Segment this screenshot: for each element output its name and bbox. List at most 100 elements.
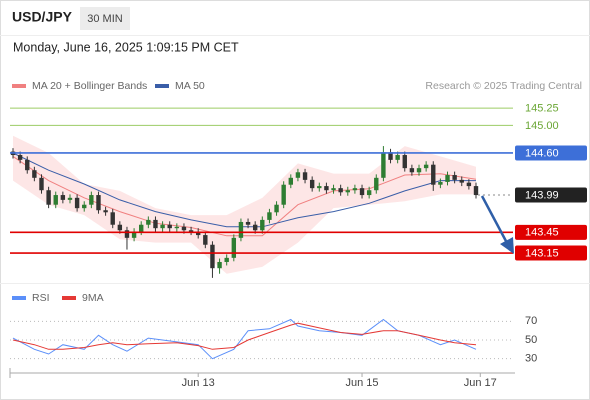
symbol: USD/JPY <box>12 9 73 25</box>
candle-body <box>39 177 44 191</box>
y-tick-label: 50 <box>525 334 537 346</box>
separator <box>0 35 590 36</box>
candle-body <box>231 237 237 258</box>
forecast-arrow <box>480 195 509 244</box>
level-label: 143.99 <box>525 189 559 201</box>
candle-body <box>402 155 407 169</box>
candle-body <box>67 197 73 200</box>
ma-line <box>12 152 476 228</box>
candle-body <box>416 168 422 173</box>
legend-swatch <box>155 84 169 88</box>
separator <box>0 283 590 284</box>
candle-body <box>252 224 258 231</box>
candle-body <box>181 226 187 231</box>
candle-body <box>217 261 222 269</box>
candle-body <box>160 224 165 229</box>
candle-body <box>466 182 472 187</box>
candle-body <box>331 188 336 191</box>
candle-body <box>224 257 229 262</box>
candle-body <box>295 172 301 178</box>
candle-body <box>302 172 308 180</box>
candle-body <box>60 195 66 200</box>
plot-layer: MA 20 + Bollinger Bands MA 50 Research © 2… <box>9 80 587 389</box>
candle-body <box>288 177 293 185</box>
candle-body <box>74 197 80 209</box>
candle-body <box>459 179 464 183</box>
level-label: 143.45 <box>525 227 559 239</box>
indicator-line <box>12 322 477 350</box>
level-label: 144.60 <box>525 147 559 159</box>
candle-body <box>196 231 201 236</box>
candle-body <box>381 152 386 178</box>
candle-body <box>359 188 365 196</box>
candle-body <box>395 155 400 160</box>
candle-body <box>338 188 343 193</box>
candle-body <box>46 190 51 205</box>
candle-body <box>345 190 350 193</box>
legend-swatch <box>12 84 26 88</box>
datetime: Monday, June 16, 2025 1:09:15 PM CET <box>13 40 239 54</box>
candle-body <box>124 230 130 238</box>
level-box <box>515 100 587 116</box>
legend-label: RSI <box>32 292 50 304</box>
candle-body <box>174 226 180 229</box>
level-box <box>515 224 587 240</box>
arrow-head <box>500 237 514 254</box>
candle-body <box>89 195 94 205</box>
candle-body <box>188 230 194 232</box>
legend-swatch <box>12 296 26 300</box>
candle-body <box>409 168 415 173</box>
level-label: 143.15 <box>525 247 559 259</box>
legend-label: 9MA <box>82 292 104 304</box>
candle-body <box>32 170 37 178</box>
level-box <box>515 117 587 133</box>
candle-body <box>103 210 108 213</box>
level-box <box>515 145 587 161</box>
candle-body <box>274 204 279 213</box>
candle-body <box>281 184 286 205</box>
candle-body <box>309 179 315 189</box>
candle-body <box>445 175 450 182</box>
candle-body <box>203 235 208 245</box>
candle-body <box>131 231 137 238</box>
x-tick-label: Jun 17 <box>464 377 497 389</box>
candle-body <box>260 219 265 231</box>
candle-body <box>238 221 244 238</box>
bollinger-band <box>13 135 476 274</box>
candle-body <box>452 175 457 180</box>
level-label: 145.00 <box>525 120 559 132</box>
candle-body <box>146 219 151 225</box>
candle-body <box>25 159 30 171</box>
candle-body <box>388 152 393 160</box>
candle-body <box>210 244 215 269</box>
candle-body <box>366 190 372 196</box>
candle-body <box>438 181 443 185</box>
timeframe-badge[interactable] <box>80 7 130 30</box>
candle-body <box>324 186 329 191</box>
candle-body <box>473 186 479 196</box>
candle-body <box>267 212 272 220</box>
x-tick-label: Jun 13 <box>182 377 215 389</box>
timeframe[interactable]: 30 MIN <box>87 13 123 25</box>
candle-body <box>431 164 436 185</box>
candle-body <box>96 195 101 211</box>
y-tick-label: 70 <box>525 315 537 327</box>
candle-body <box>139 224 144 232</box>
candle-body <box>53 195 58 205</box>
source: Research © 2025 Trading Central <box>425 80 582 92</box>
candle-body <box>167 224 172 229</box>
candle-body <box>374 177 379 191</box>
level-box <box>515 245 587 261</box>
candle-body <box>17 155 23 160</box>
candle-body <box>153 219 158 229</box>
y-tick-label: 30 <box>525 353 537 365</box>
candle-body <box>82 204 87 209</box>
legend-label: MA 50 <box>175 80 205 92</box>
legend-swatch <box>62 296 76 300</box>
candle-body <box>317 186 322 189</box>
candle-body <box>423 164 429 169</box>
candle-body <box>245 221 251 225</box>
level-label: 145.25 <box>525 103 559 115</box>
candle-body <box>117 224 123 231</box>
